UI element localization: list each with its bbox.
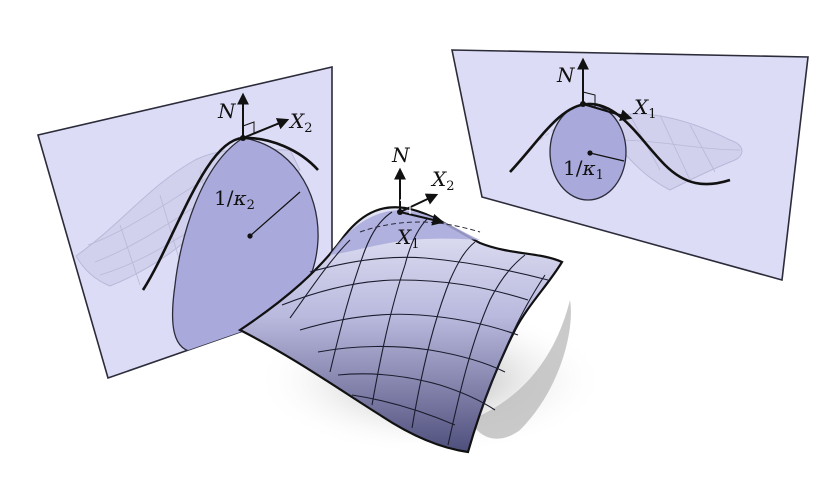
right-normal-label: N [556, 63, 576, 87]
center-tangent-x2-arrow [399, 193, 439, 213]
right-center-point [587, 150, 593, 156]
center-x2-label: X2 [430, 167, 455, 194]
surface-mesh-v [289, 211, 546, 446]
surface-patch [237, 206, 564, 454]
right-normal-plane: N X1 1/κ1 [451, 49, 809, 282]
left-tangent-label: X2 [288, 109, 313, 136]
right-right-angle-mark [582, 91, 596, 107]
left-radius-line [249, 191, 301, 237]
surface-shadow-right [470, 300, 571, 439]
center-x1-label: X1 [395, 225, 420, 252]
right-plane-panel [451, 49, 809, 282]
right-radius-line [589, 152, 625, 162]
center-right-angle-mark [399, 199, 411, 214]
left-tangent-arrow [242, 118, 290, 139]
left-right-angle-mark [242, 121, 255, 134]
left-center-point [247, 233, 253, 239]
left-normal-curve [141, 136, 319, 291]
center-base-point [397, 209, 403, 215]
right-tangent-label: X1 [632, 95, 657, 122]
center-surface: N X2 X1 [237, 143, 605, 455]
left-base-point [240, 135, 246, 141]
right-base-point [580, 101, 586, 107]
right-tangent-arrow [582, 103, 633, 122]
surface-principal-curve [359, 221, 481, 233]
right-radius-label: 1/κ1 [563, 156, 604, 183]
center-normal-label: N [391, 143, 411, 167]
left-radius-label: 1/κ2 [214, 186, 255, 213]
left-normal-label: N [217, 99, 237, 123]
left-normal-plane: N X2 1/κ2 [36, 65, 333, 380]
center-tangent-x1-arrow [399, 211, 445, 226]
